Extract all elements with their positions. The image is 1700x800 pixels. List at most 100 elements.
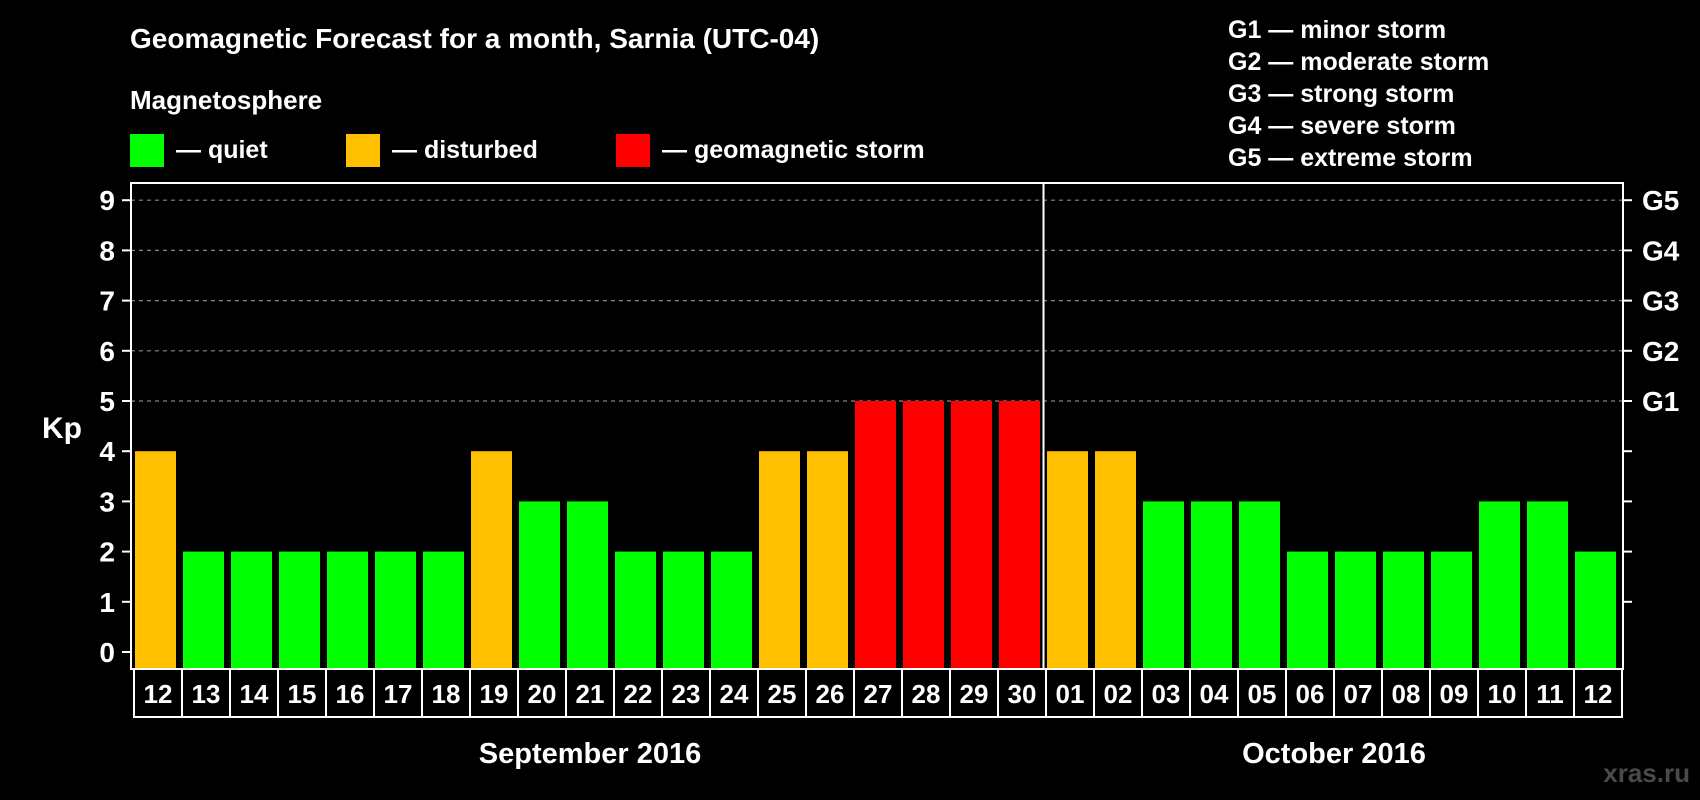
bar [999,401,1040,668]
storm-scale-legend: G1 — minor storm G2 — moderate storm G3 … [1228,16,1489,172]
date-label: 19 [480,679,509,709]
bar [1431,551,1472,668]
date-label: 17 [384,679,413,709]
bar [1527,501,1568,668]
date-label: 28 [912,679,941,709]
date-label: 07 [1344,679,1373,709]
y-tick-label: 6 [99,336,115,367]
date-row-frame [133,668,1623,718]
date-row: 12 13 14 15 16 17 18 19 20 21 22 23 24 25 26 27 28 29 30 01… [133,668,1623,718]
y-axis-ticks: 0 1 2 3 4 5 6 7 8 9 [99,185,131,668]
bar [231,551,272,668]
right-axis-storm-levels: G1 G2 G3 G4 G5 [1623,185,1680,603]
legend-label-disturbed: — disturbed [392,136,538,164]
bar [903,401,944,668]
bar [1047,451,1088,668]
date-label: 18 [432,679,461,709]
legend: — quiet — disturbed — geomagnetic storm [130,134,925,167]
date-label: 29 [960,679,989,709]
y-tick-label: 5 [99,386,115,417]
right-axis-label-g1: G1 [1642,386,1679,417]
date-label: 05 [1248,679,1277,709]
date-label: 09 [1440,679,1469,709]
bar [1143,501,1184,668]
y-tick-label: 3 [99,486,115,517]
bar [759,451,800,668]
y-axis-label: Kp [42,412,82,445]
watermark: xras.ru [1603,758,1690,788]
y-tick-label: 2 [99,537,115,568]
date-label: 22 [624,679,653,709]
bar [1575,551,1616,668]
date-label: 08 [1392,679,1421,709]
right-axis-label-g4: G4 [1642,235,1680,266]
bar [807,451,848,668]
date-label: 10 [1488,679,1517,709]
date-label: 14 [240,679,269,709]
chart-subtitle: Magnetosphere [130,85,322,115]
storm-scale-g5: G5 — extreme storm [1228,144,1473,172]
bar [1239,501,1280,668]
date-label: 12 [144,679,173,709]
y-tick-label: 4 [99,436,115,467]
bar [135,451,176,668]
storm-scale-g2: G2 — moderate storm [1228,48,1489,76]
bar [1095,451,1136,668]
date-label: 02 [1104,679,1133,709]
bar [1479,501,1520,668]
bar [1335,551,1376,668]
bar [1287,551,1328,668]
date-label: 16 [336,679,365,709]
right-axis-label-g3: G3 [1642,286,1679,317]
date-label: 12 [1584,679,1613,709]
date-label: 04 [1200,679,1229,709]
month-label-0: September 2016 [479,738,701,770]
date-label: 30 [1008,679,1037,709]
legend-swatch-disturbed [346,134,380,167]
month-labels: September 2016 October 2016 [479,738,1426,770]
right-axis-label-g5: G5 [1642,185,1679,216]
storm-scale-g3: G3 — strong storm [1228,80,1454,108]
bar [951,401,992,668]
legend-label-storm: — geomagnetic storm [662,136,925,164]
bar [279,551,320,668]
date-label: 15 [288,679,317,709]
bar [1191,501,1232,668]
date-label: 25 [768,679,797,709]
date-label: 24 [720,679,749,709]
date-label: 27 [864,679,893,709]
y-tick-label: 7 [99,286,115,317]
month-label-1: October 2016 [1242,738,1426,770]
bar [423,551,464,668]
y-tick-label: 8 [99,235,115,266]
bars [135,401,1616,668]
bar [519,501,560,668]
legend-swatch-quiet [130,134,164,167]
date-label: 23 [672,679,701,709]
date-label: 20 [528,679,557,709]
bar [183,551,224,668]
bar [375,551,416,668]
y-tick-label: 0 [99,637,115,668]
legend-label-quiet: — quiet [176,136,268,164]
bar [1383,551,1424,668]
grid-lines [131,199,1623,402]
y-tick-label: 9 [99,185,115,216]
right-axis-label-g2: G2 [1642,336,1679,367]
date-label: 11 [1536,679,1564,709]
bar [615,551,656,668]
bar [663,551,704,668]
legend-swatch-storm [616,134,650,167]
date-label: 13 [192,679,221,709]
chart-title: Geomagnetic Forecast for a month, Sarnia… [130,23,819,54]
bar [711,551,752,668]
date-label: 26 [816,679,845,709]
bar [567,501,608,668]
bar [471,451,512,668]
bar [855,401,896,668]
bar [327,551,368,668]
date-label: 21 [576,679,605,709]
date-label: 06 [1296,679,1325,709]
date-label: 01 [1056,679,1085,709]
